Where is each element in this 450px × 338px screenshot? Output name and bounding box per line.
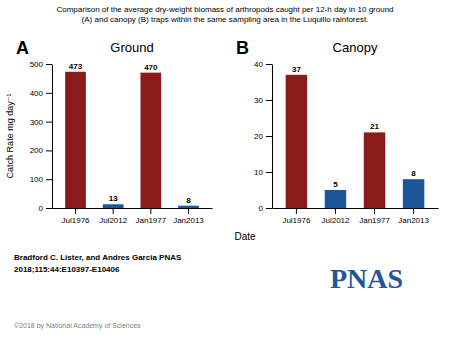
x-tick-label: Jul1976 [62, 216, 91, 225]
x-tick: Jan1977 [135, 208, 166, 225]
title-line: Comparison of the average dry-weight bio… [56, 5, 393, 14]
y-tick-label: 400 [30, 89, 44, 98]
y-tick: 30 [254, 96, 272, 105]
y-tick: 0 [39, 204, 52, 213]
x-tick-label: Jan2013 [398, 216, 429, 225]
data-label: 21 [370, 122, 379, 131]
data-label: 8 [411, 169, 416, 178]
x-tick-label: Jul2012 [321, 216, 350, 225]
data-labels: 473 13 470 8 [69, 62, 191, 205]
panel-letter: B [236, 38, 249, 58]
panel: Jul1976 Jul2012 Jan1977 Jan2013 0 100 200 300 40… [16, 38, 213, 225]
chart: Comparison of the average dry-weight bio… [0, 0, 450, 338]
x-axis-title: Date [234, 231, 256, 242]
tick-mark [46, 122, 52, 123]
y-tick-label: 10 [254, 168, 263, 177]
tick-mark [188, 208, 189, 214]
y-axis-title: Catch Rate mg day⁻¹ [5, 94, 15, 179]
y-tick-label: 20 [254, 132, 263, 141]
data-label: 37 [292, 65, 301, 74]
bar [140, 73, 161, 208]
y-tick: 40 [254, 60, 272, 69]
tick-mark [335, 208, 336, 214]
x-tick: Jan2013 [398, 208, 429, 225]
x-tick-label: Jan1977 [135, 216, 166, 225]
panel-letter: A [16, 38, 29, 58]
bars [65, 72, 199, 208]
bar [325, 190, 346, 208]
data-label: 8 [186, 196, 191, 205]
x-tick: Jan2013 [173, 208, 204, 225]
data-label: 5 [333, 180, 338, 189]
panel: Jul1976 Jul2012 Jan1977 Jan2013 0 10 20 30 40 37 5… [236, 38, 439, 225]
tick-mark [266, 100, 272, 101]
panel-subtitle: Ground [110, 40, 153, 55]
y-axis: 0 100 200 300 400 500 [30, 60, 53, 213]
tick-mark [46, 179, 52, 180]
logo-text: PNAS [330, 263, 403, 294]
y-tick-label: 200 [30, 146, 44, 155]
data-labels: 37 5 21 8 [292, 65, 416, 189]
y-tick: 500 [30, 60, 52, 69]
y-tick-label: 300 [30, 118, 44, 127]
copyright: ©2018 by National Academy of Sciences [14, 322, 141, 330]
bar [65, 72, 86, 208]
y-tick: 100 [30, 175, 52, 184]
y-tick: 20 [254, 132, 272, 141]
y-tick-label: 100 [30, 175, 44, 184]
title-line: (A) and canopy (B) traps within the same… [82, 15, 369, 24]
y-tick: 200 [30, 146, 52, 155]
bar [286, 75, 307, 208]
y-tick-label: 30 [254, 96, 263, 105]
x-axis: Jul1976 Jul2012 Jan1977 Jan2013 [273, 208, 439, 225]
tick-mark [46, 64, 52, 65]
tick-mark [75, 208, 76, 214]
x-tick-label: Jul1976 [282, 216, 311, 225]
tick-mark [413, 208, 414, 214]
tick-mark [266, 64, 272, 65]
citation: Bradford C. Lister, and Andres Garcia PN… [14, 253, 182, 262]
bar [364, 132, 385, 208]
y-tick-label: 500 [30, 60, 44, 69]
y-tick: 300 [30, 118, 52, 127]
y-tick-label: 40 [254, 60, 263, 69]
axis-line [52, 65, 53, 209]
data-label: 473 [69, 62, 83, 71]
tick-mark [266, 208, 272, 209]
citation: 2018;115:44:E10397-E10406 [14, 265, 120, 274]
tick-mark [266, 172, 272, 173]
x-tick: Jul1976 [282, 208, 311, 225]
x-tick: Jul1976 [62, 208, 91, 225]
title: Comparison of the average dry-weight bio… [56, 5, 393, 24]
data-label: 470 [144, 63, 158, 72]
bar [403, 179, 424, 208]
x-tick-label: Jan2013 [173, 216, 204, 225]
y-tick: 10 [254, 168, 272, 177]
y-tick: 0 [259, 204, 272, 213]
y-tick-label: 0 [259, 204, 264, 213]
x-tick: Jan1977 [359, 208, 390, 225]
y-axis: 0 10 20 30 40 [254, 60, 272, 213]
tick-mark [296, 208, 297, 214]
x-axis: Jul1976 Jul2012 Jan1977 Jan2013 [53, 208, 213, 225]
tick-mark [113, 208, 114, 214]
x-tick: Jul2012 [321, 208, 350, 225]
bars [286, 75, 425, 208]
bar [178, 206, 199, 208]
tick-mark [46, 208, 52, 209]
tick-mark [150, 208, 151, 214]
panel-subtitle: Canopy [333, 40, 378, 55]
axis-line [272, 65, 273, 209]
tick-mark [266, 136, 272, 137]
x-tick-label: Jan1977 [359, 216, 390, 225]
tick-mark [374, 208, 375, 214]
bar [103, 204, 124, 208]
x-tick-label: Jul2012 [99, 216, 128, 225]
data-label: 13 [109, 194, 118, 203]
tick-mark [46, 150, 52, 151]
y-tick-label: 0 [39, 204, 44, 213]
tick-mark [46, 93, 52, 94]
x-tick: Jul2012 [99, 208, 128, 225]
y-tick: 400 [30, 89, 52, 98]
